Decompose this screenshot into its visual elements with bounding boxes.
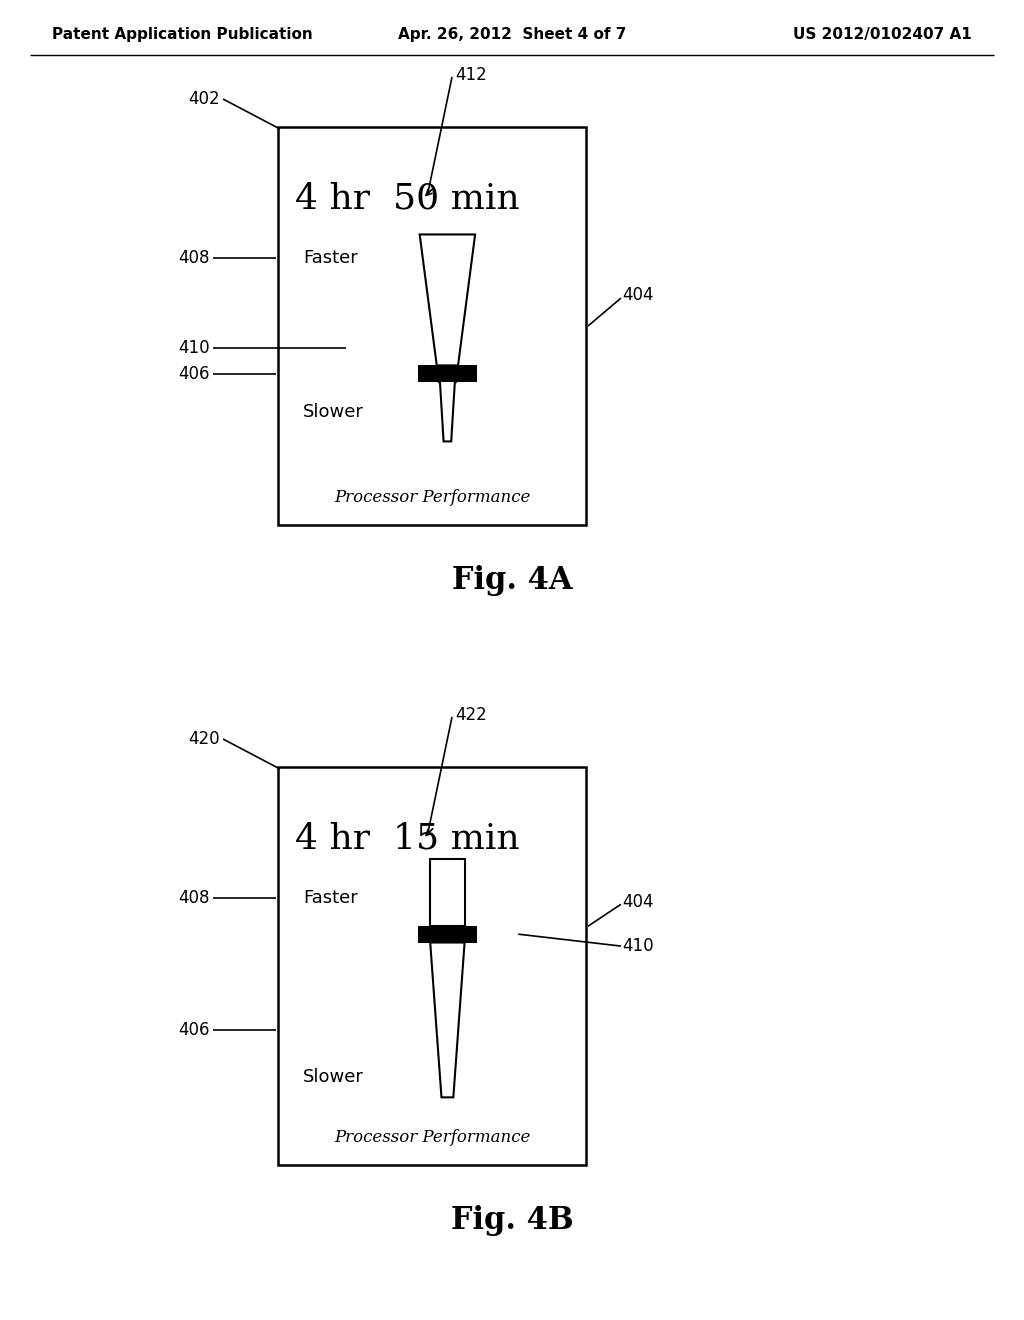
Text: 406: 406 (178, 1020, 210, 1039)
Text: 422: 422 (455, 706, 486, 723)
Text: 404: 404 (622, 894, 653, 911)
Text: Slower: Slower (303, 403, 364, 421)
Bar (278, 127, 586, 525)
Bar (418, 925, 476, 942)
Text: Apr. 26, 2012  Sheet 4 of 7: Apr. 26, 2012 Sheet 4 of 7 (397, 28, 627, 42)
Polygon shape (420, 235, 475, 381)
Bar (418, 366, 476, 381)
Text: Processor Performance: Processor Performance (334, 488, 530, 506)
Text: US 2012/0102407 A1: US 2012/0102407 A1 (794, 28, 972, 42)
Text: 4 hr  15 min: 4 hr 15 min (295, 821, 519, 855)
Text: Fig. 4A: Fig. 4A (452, 565, 572, 595)
Polygon shape (430, 858, 465, 925)
Text: 406: 406 (178, 364, 210, 383)
Polygon shape (430, 942, 465, 1097)
Text: Faster: Faster (303, 890, 357, 907)
Text: 4 hr  50 min: 4 hr 50 min (295, 182, 519, 215)
Text: Fig. 4B: Fig. 4B (451, 1204, 573, 1236)
Text: Processor Performance: Processor Performance (334, 1129, 530, 1146)
Bar (278, 767, 586, 1166)
Polygon shape (439, 366, 456, 441)
Text: 402: 402 (188, 90, 220, 108)
Text: Slower: Slower (303, 1068, 364, 1086)
Text: 420: 420 (188, 730, 220, 748)
Text: 408: 408 (178, 249, 210, 268)
Text: 408: 408 (178, 890, 210, 907)
Text: Patent Application Publication: Patent Application Publication (52, 28, 312, 42)
Text: Faster: Faster (303, 249, 357, 268)
Text: 410: 410 (622, 937, 653, 956)
Text: 404: 404 (622, 286, 653, 304)
Text: 412: 412 (455, 66, 486, 84)
Text: 410: 410 (178, 339, 210, 356)
